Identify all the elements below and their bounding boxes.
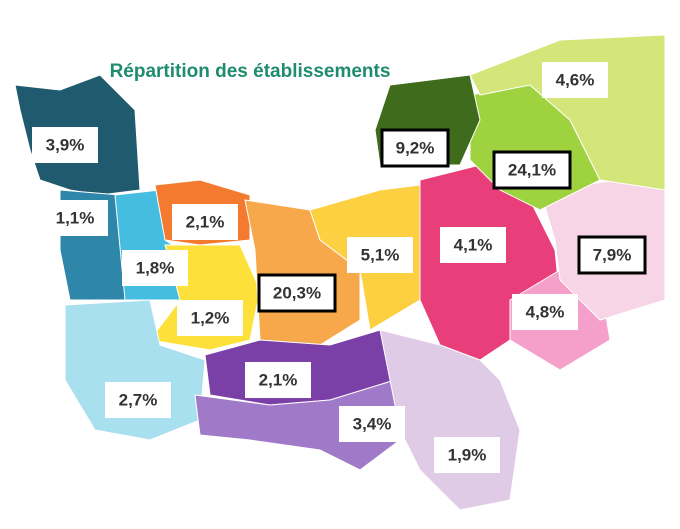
label-box	[42, 200, 108, 236]
region-label: 20,3%	[273, 283, 321, 302]
region-label: 24,1%	[508, 160, 556, 179]
region-label: 7,9%	[593, 245, 632, 264]
region	[194, 379, 401, 471]
label-box	[105, 382, 171, 418]
label-box	[257, 273, 337, 313]
label-box	[122, 250, 188, 286]
region-label: 1,2%	[191, 308, 230, 327]
region-label: 1,9%	[448, 445, 487, 464]
label-box	[577, 235, 647, 275]
label-box	[380, 128, 450, 168]
region-label: 2,7%	[119, 390, 158, 409]
region-label: 3,4%	[353, 414, 392, 433]
label-box	[339, 406, 405, 442]
region-label: 9,2%	[396, 138, 435, 157]
map-title: Répartition des établissements	[110, 61, 391, 82]
label-box	[177, 300, 243, 336]
region-label: 1,8%	[136, 258, 175, 277]
label-box	[542, 62, 608, 98]
region-label: 2,1%	[186, 212, 225, 231]
label-box	[440, 227, 506, 263]
region-label: 5,1%	[361, 245, 400, 264]
region-label: 1,1%	[56, 208, 95, 227]
region-label: 4,8%	[526, 302, 565, 321]
region-label: 3,9%	[46, 135, 85, 154]
region	[469, 34, 666, 191]
labels: 3,9% 1,1% 1,8% 2,1% 1,2% 20,3% 5,1% 4,1% 4,8% 7,9…	[32, 62, 647, 473]
label-box	[347, 237, 413, 273]
label-box	[512, 294, 578, 330]
label-box	[172, 204, 238, 240]
label-box	[32, 127, 98, 163]
region-label: 4,6%	[556, 70, 595, 89]
region-label: 4,1%	[454, 235, 493, 254]
label-box	[492, 150, 572, 190]
label-box	[245, 362, 311, 398]
label-box	[434, 437, 500, 473]
region-label: 2,1%	[259, 370, 298, 389]
